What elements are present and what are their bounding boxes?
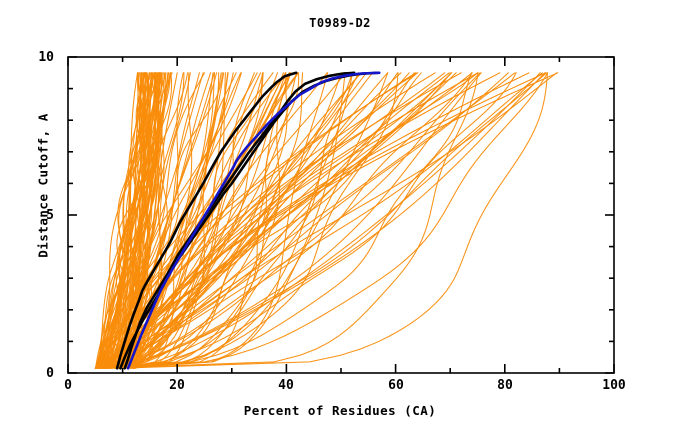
model-curve xyxy=(117,72,417,369)
model-curve xyxy=(108,72,329,369)
model-curve xyxy=(113,72,297,369)
model-curve xyxy=(102,72,288,369)
model-curve xyxy=(117,72,548,369)
x-tick-label-80: 80 xyxy=(497,378,513,393)
model-curve xyxy=(134,72,163,369)
highlighted-model-curves xyxy=(115,71,381,370)
x-tick-label-40: 40 xyxy=(278,378,294,393)
highlight-blue xyxy=(126,71,381,370)
x-tick-label-0: 0 xyxy=(64,378,72,393)
page-title: T0989-D2 xyxy=(309,16,371,30)
model-curve xyxy=(104,72,359,369)
model-curve xyxy=(105,72,178,369)
model-curve xyxy=(101,72,147,369)
model-curve xyxy=(110,72,473,369)
x-axis-label: Percent of Residues (CA) xyxy=(243,403,437,418)
model-curve xyxy=(104,72,206,369)
model-curve xyxy=(99,72,191,369)
x-tick-label-60: 60 xyxy=(388,378,404,393)
y-tick-label-10: 10 xyxy=(38,50,54,65)
model-curve xyxy=(101,72,146,369)
model-curve xyxy=(122,72,226,369)
x-tick-label-20: 20 xyxy=(169,378,185,393)
model-curve xyxy=(115,72,346,369)
model-curve xyxy=(97,72,473,369)
model-curve xyxy=(111,72,452,369)
model-curve xyxy=(122,72,559,369)
model-curve xyxy=(130,72,368,369)
model-curve xyxy=(94,72,139,369)
model-curve xyxy=(127,72,541,369)
y-tick-label-0: 0 xyxy=(46,366,54,381)
model-curve xyxy=(102,72,169,369)
model-curve xyxy=(102,72,546,369)
y-tick-label-5: 5 xyxy=(46,208,54,223)
model-curve xyxy=(124,72,547,369)
model-curve xyxy=(94,72,543,369)
model-curve xyxy=(131,72,479,369)
model-curve xyxy=(117,72,517,369)
model-curve xyxy=(105,72,419,369)
x-tick-label-100: 100 xyxy=(602,378,626,393)
model-curve xyxy=(110,72,151,369)
model-curve xyxy=(130,72,530,369)
model-curve xyxy=(115,72,218,369)
model-curve xyxy=(110,72,145,369)
model-ensemble-curves xyxy=(94,72,559,369)
highlight-black-1 xyxy=(115,71,298,370)
model-curve xyxy=(102,72,229,369)
axis-frame xyxy=(67,56,615,374)
model-curve xyxy=(98,72,140,369)
model-curve xyxy=(101,72,353,369)
highlight-black-3 xyxy=(123,71,356,370)
model-curve xyxy=(117,72,220,369)
model-curve xyxy=(116,72,549,369)
model-curve xyxy=(104,72,479,369)
